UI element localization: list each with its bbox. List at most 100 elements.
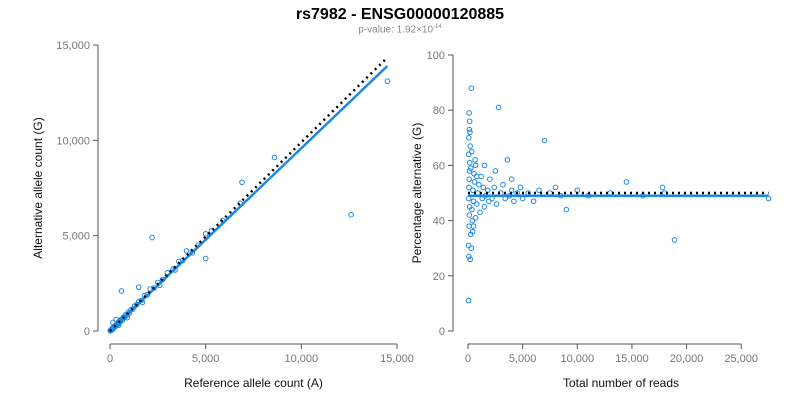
data-point (481, 162, 488, 169)
subtitle-exponent: -14 (433, 24, 442, 30)
x-tick-label: 20,000 (670, 353, 704, 365)
data-point (469, 217, 476, 224)
x-tick-label: 5,000 (509, 353, 537, 365)
data-point (466, 135, 472, 141)
data-point (472, 215, 479, 221)
data-point (466, 159, 473, 166)
x-axis-title: Total number of reads (563, 376, 679, 390)
data-point (471, 170, 477, 177)
data-point (110, 319, 116, 326)
data-point (541, 137, 548, 144)
data-point (467, 165, 474, 171)
data-point (348, 211, 354, 218)
data-point (480, 184, 487, 191)
x-tick-label: 15,000 (380, 353, 414, 365)
data-point (477, 209, 483, 216)
chart-2: 0 5,000 10,000 15,000 20,000 25,000 0 20 40 60 80 1… (410, 50, 772, 390)
data-point (481, 204, 488, 210)
chart-subtitle: p-value: 1.92×10-14 (0, 24, 800, 35)
data-point (113, 316, 119, 323)
data-point (466, 184, 472, 191)
data-point (623, 179, 630, 185)
x-tick-label: 10,000 (285, 353, 319, 365)
y-tick-label: 15,000 (56, 40, 90, 52)
data-point (517, 184, 524, 191)
data-point (487, 176, 493, 182)
data-point (471, 179, 478, 185)
y-tick-label: 40 (433, 216, 445, 228)
data-point (466, 168, 473, 174)
data-point (202, 230, 209, 237)
subtitle-text: p-value: 1.92×10 (358, 24, 434, 36)
data-point (135, 284, 142, 290)
x-axis-title: Reference allele count (A) (184, 376, 323, 390)
y-tick-label: 0 (84, 326, 90, 338)
data-point (473, 173, 480, 180)
data-point (183, 248, 190, 254)
data-point (466, 118, 473, 125)
data-point (492, 168, 499, 174)
data-point (491, 184, 498, 191)
y-tick-label: 5,000 (62, 231, 90, 243)
data-point (476, 181, 482, 188)
y-tick-label: 20 (433, 271, 445, 283)
data-point (671, 237, 678, 243)
data-point (468, 85, 475, 91)
data-point (493, 201, 500, 207)
data-point (467, 143, 473, 149)
data-point (468, 245, 475, 251)
data-point (470, 223, 477, 229)
x-tick-label: 15,000 (615, 353, 649, 365)
y-tick-label: 80 (433, 105, 445, 117)
data-point (465, 151, 472, 158)
data-point (485, 198, 492, 205)
data-point (511, 198, 517, 205)
data-point (495, 104, 502, 111)
data-point (466, 176, 473, 182)
y-tick-label: 60 (433, 160, 445, 172)
fit-line (109, 65, 389, 332)
data-point (563, 206, 570, 213)
data-point (466, 212, 473, 218)
data-point (466, 253, 472, 260)
data-point (465, 297, 472, 304)
data-point (530, 198, 537, 205)
y-tick-label: 10,000 (56, 135, 90, 147)
y-axis-title: Alternative allele count (G) (31, 117, 45, 258)
data-point (659, 184, 666, 191)
x-tick-label: 0 (465, 353, 471, 365)
data-point (467, 129, 473, 136)
y-axis-title: Percentage alternative (G) (410, 123, 424, 264)
chart-1: 0 5,000 10,000 15,000 0 5,000 10,000 15,000 Refe… (31, 40, 414, 390)
data-point (466, 110, 472, 116)
x-tick-label: 0 (107, 353, 113, 365)
x-tick-label: 5,000 (192, 353, 220, 365)
data-point (469, 228, 476, 235)
data-point (500, 181, 506, 188)
data-point (552, 184, 559, 191)
x-tick-label: 25,000 (724, 353, 758, 365)
data-point (469, 206, 475, 213)
x-tick-label: 10,000 (560, 353, 594, 365)
data-point (239, 179, 245, 186)
data-point (466, 126, 473, 133)
data-point (470, 187, 476, 194)
data-point (384, 78, 391, 85)
data-point (473, 201, 480, 207)
data-point (472, 157, 478, 163)
data-point (465, 242, 472, 249)
data-point (536, 187, 542, 194)
data-point (504, 157, 511, 163)
reference-line (109, 56, 389, 332)
data-point (508, 176, 515, 182)
y-tick-label: 0 (439, 326, 445, 338)
data-point (149, 234, 155, 241)
data-point (469, 148, 475, 155)
data-point (472, 162, 479, 169)
data-point (467, 256, 473, 263)
chart-title: rs7982 - ENSG00000120885 (295, 6, 505, 23)
data-point (202, 255, 209, 262)
data-point (271, 154, 278, 161)
data-point (470, 198, 477, 205)
